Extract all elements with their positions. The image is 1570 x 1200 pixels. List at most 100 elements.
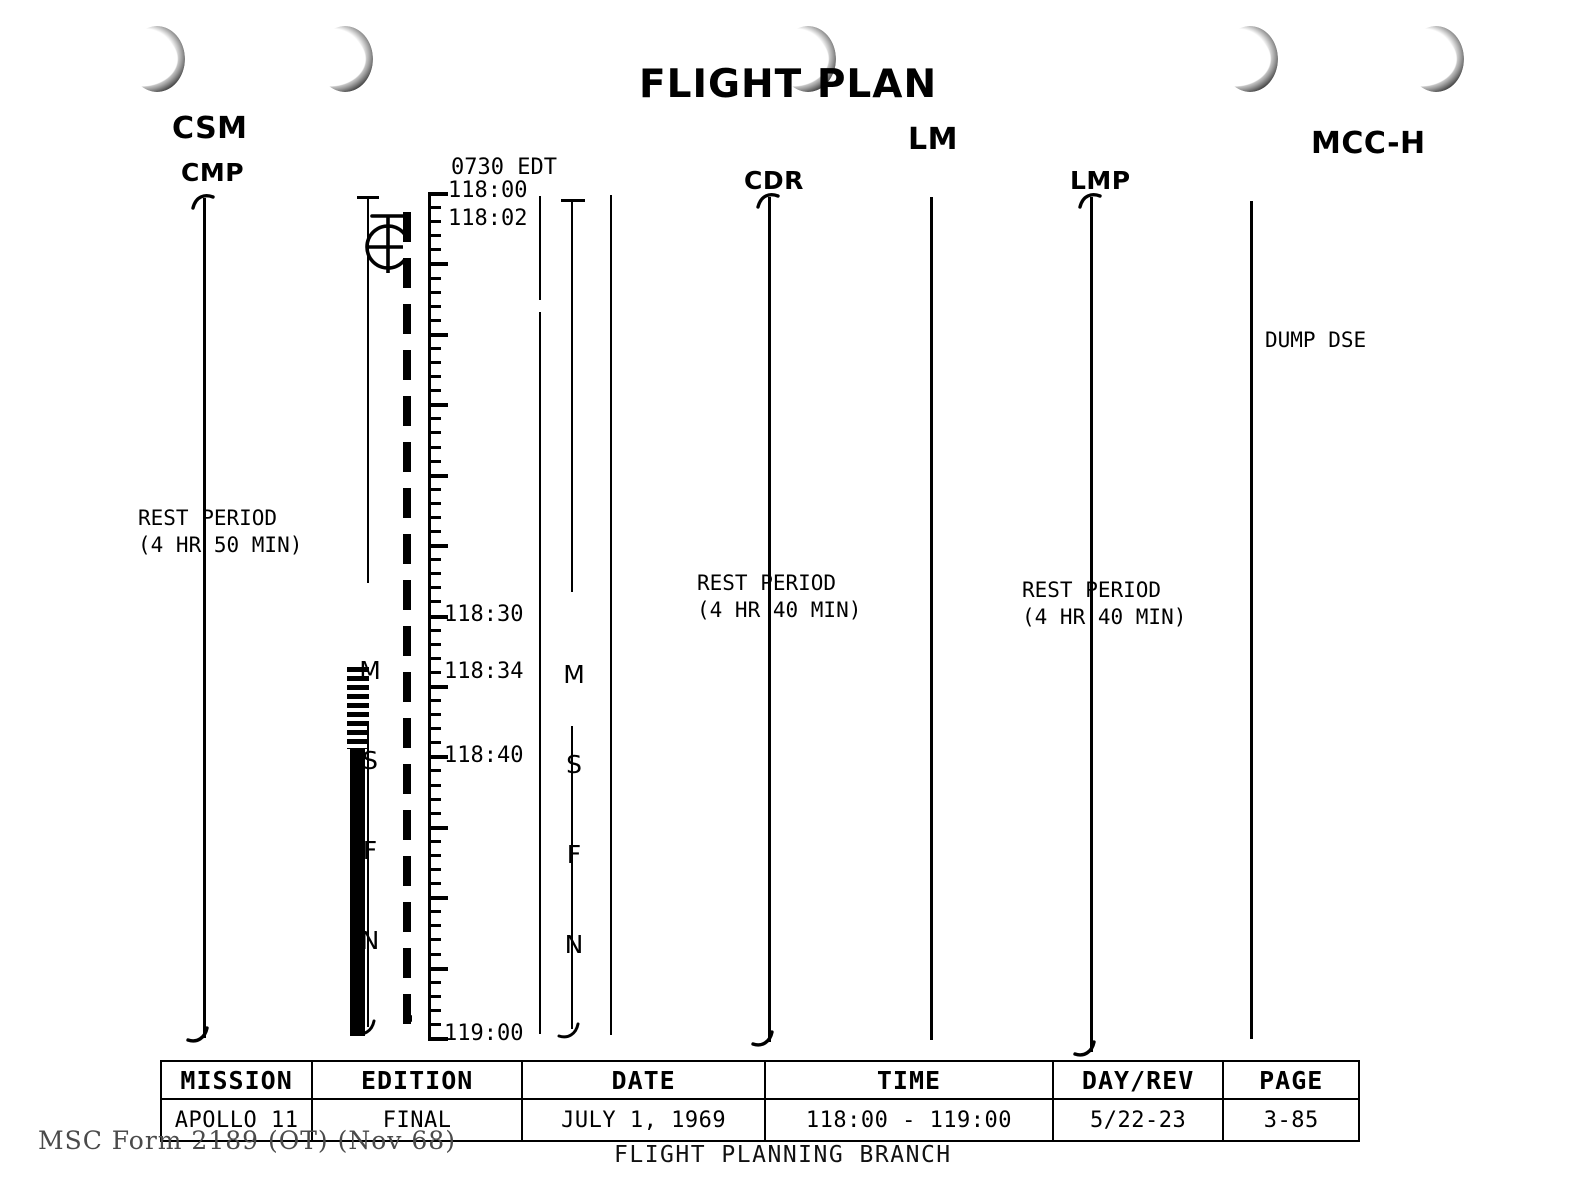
column-header-mcch: MCC-H (1311, 126, 1426, 161)
time-label-11830: 118:30 (444, 602, 524, 627)
tracking-line-msfn-right-upper (571, 199, 573, 592)
activity-line-aux-c (610, 195, 612, 1035)
time-tick-minor (428, 389, 441, 393)
time-tick-minor (428, 572, 441, 576)
punch-hole-icon (129, 26, 185, 92)
activity-line-cmp (203, 198, 206, 1038)
time-tick-minor (428, 459, 441, 463)
time-tick-minor (428, 853, 441, 857)
msfn-letter: N (360, 926, 380, 955)
footer-branch-label: FLIGHT PLANNING BRANCH (614, 1142, 952, 1168)
table-header-edition: EDITION (311, 1060, 524, 1100)
time-tick-minor (428, 910, 441, 914)
terminator-hatch-band (347, 667, 369, 749)
time-tick-minor (428, 642, 441, 646)
table-value-time: 118:00 - 119:00 (764, 1098, 1054, 1142)
activity-line-lm (930, 197, 933, 1040)
time-tick-minor (428, 882, 441, 886)
page-title: FLIGHT PLAN (639, 62, 938, 107)
column-header-csm: CSM (172, 111, 248, 146)
msfn-letter: M (563, 660, 585, 689)
time-tick-minor (428, 220, 441, 224)
activity-line-cdr (768, 197, 771, 1042)
time-tick-minor (428, 600, 441, 604)
time-tick-minor (428, 783, 441, 787)
time-tick-minor (428, 699, 441, 702)
line-cap-hook-icon (185, 1026, 215, 1046)
table-header-mission: MISSION (159, 1060, 314, 1100)
time-tick-minor (428, 431, 441, 435)
line-cap-tee-icon (561, 199, 585, 202)
time-tick-minor (428, 839, 441, 843)
time-tick-major (428, 544, 448, 549)
time-tick-minor (428, 628, 441, 632)
table-value-dayrev: 5/22-23 (1051, 1098, 1225, 1142)
table-header-row: MISSION EDITION DATE TIME DAY/REV PAGE (159, 1060, 1360, 1100)
column-header-cmp: CMP (181, 158, 245, 187)
msfn-letter: M (359, 656, 381, 685)
msfn-coverage-dashed-line (403, 212, 411, 1036)
tracking-line-msfn-right-lower (571, 726, 573, 1029)
time-label-11802: 118:02 (448, 206, 528, 231)
time-tick-major (428, 473, 448, 478)
column-header-lm: LM (908, 122, 958, 157)
time-tick-minor (428, 290, 441, 294)
table-header-page: PAGE (1222, 1060, 1360, 1100)
time-tick-minor (428, 727, 441, 731)
time-tick-major (428, 684, 448, 689)
line-cap-hook-icon (191, 192, 217, 210)
table-value-edition: FINAL (311, 1098, 524, 1142)
edt-time-label: 0730 EDT (451, 155, 557, 180)
line-cap-hook-icon (352, 1019, 382, 1039)
time-tick-major (428, 896, 448, 901)
msfn-letter: F (362, 836, 378, 865)
line-cap-hook-icon (750, 1030, 780, 1050)
msfn-coverage-dash-terminator (405, 1015, 412, 1022)
column-header-cdr: CDR (744, 166, 804, 195)
time-tick-minor (428, 445, 441, 449)
time-tick-minor (428, 501, 441, 505)
table-header-time: TIME (764, 1060, 1054, 1100)
activity-line-aux-a-upper (539, 196, 541, 300)
time-tick-minor (428, 741, 441, 745)
time-tick-minor (428, 656, 441, 660)
time-tick-major (428, 262, 448, 267)
time-tick-major (428, 755, 448, 760)
column-header-lmp: LMP (1070, 166, 1131, 195)
time-tick-minor (428, 769, 441, 773)
time-tick-minor (428, 361, 441, 364)
msfn-letter: S (566, 750, 582, 779)
annotation-mcch-dump-dse: DUMP DSE (1265, 328, 1367, 352)
activity-line-mcch (1250, 201, 1253, 1039)
punch-hole-icon (780, 26, 836, 92)
time-tick-minor (428, 713, 441, 717)
time-tick-minor (428, 515, 441, 519)
line-cap-hook-icon (1078, 191, 1104, 209)
time-tick-minor (428, 276, 441, 280)
punch-hole-icon (1222, 26, 1278, 92)
time-tick-minor (428, 417, 441, 421)
time-tick-minor (428, 234, 441, 238)
table-value-date: JULY 1, 1969 (521, 1098, 767, 1142)
time-tick-minor (428, 248, 441, 252)
time-tick-major (428, 192, 448, 196)
table-header-dayrev: DAY/REV (1051, 1060, 1225, 1100)
time-label-11800: 118:00 (448, 178, 528, 203)
time-tick-minor (428, 938, 441, 942)
time-tick-minor (428, 670, 441, 674)
time-tick-minor (428, 206, 441, 210)
time-tick-major (428, 614, 448, 619)
punch-hole-icon (1408, 26, 1464, 92)
table-value-row: APOLLO 11 FINAL JULY 1, 1969 118:00 - 11… (159, 1098, 1360, 1142)
annotation-cdr-rest-period: REST PERIOD (4 HR 40 MIN) (697, 571, 862, 622)
msfn-letter: N (564, 930, 584, 959)
time-tick-minor (428, 980, 441, 984)
time-tick-minor (428, 304, 441, 308)
time-tick-minor (428, 487, 441, 491)
msfn-letter: S (362, 746, 378, 775)
time-tick-major (428, 403, 448, 408)
time-tick-major (428, 966, 448, 971)
annotation-cmp-rest-period: REST PERIOD (4 HR 50 MIN) (138, 506, 303, 557)
tracking-line-msfn-left-lower (367, 722, 369, 1027)
